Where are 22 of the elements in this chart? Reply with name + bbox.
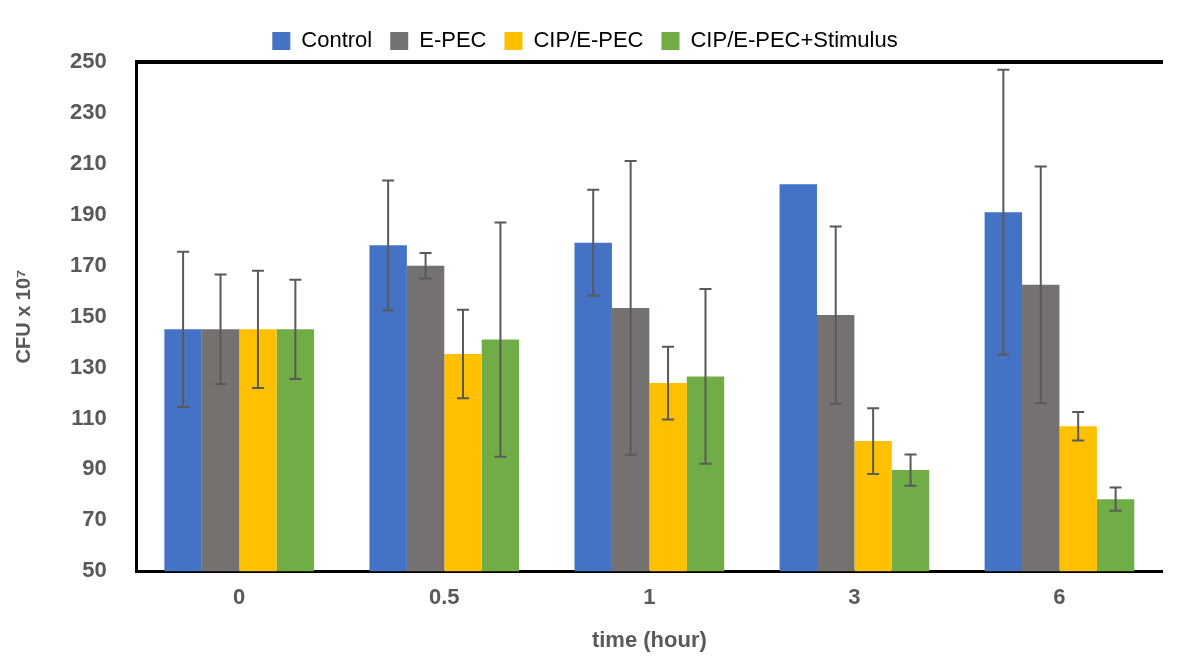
x-tick-label: 0.5: [429, 584, 460, 610]
y-tick-label: 70: [82, 506, 107, 532]
x-tick-label: 0: [233, 584, 246, 610]
x-tick-label: 3: [848, 584, 861, 610]
y-tick-label: 210: [69, 149, 107, 175]
legend-label: Control: [301, 27, 373, 53]
x-axis-title: time (hour): [591, 626, 707, 652]
y-tick-label: 230: [69, 98, 107, 124]
y-tick-label: 150: [69, 302, 107, 328]
y-tick-label: 110: [71, 404, 107, 430]
x-tick-label: 6: [1053, 584, 1066, 610]
y-axis-title: CFU x 10⁷: [11, 269, 34, 364]
legend-label: CIP/E-PEC: [533, 27, 644, 53]
legend-label: CIP/E-PEC+Stimulus: [690, 27, 898, 53]
legend-label: E-PEC: [419, 27, 487, 53]
y-tick-label: 250: [69, 48, 107, 74]
y-tick-label: 50: [82, 557, 107, 583]
y-tick-label: 190: [69, 200, 107, 226]
x-tick-label: 1: [643, 584, 656, 610]
y-tick-label: 90: [82, 455, 107, 481]
y-tick-label: 130: [69, 353, 107, 379]
y-tick-label: 170: [69, 251, 107, 277]
